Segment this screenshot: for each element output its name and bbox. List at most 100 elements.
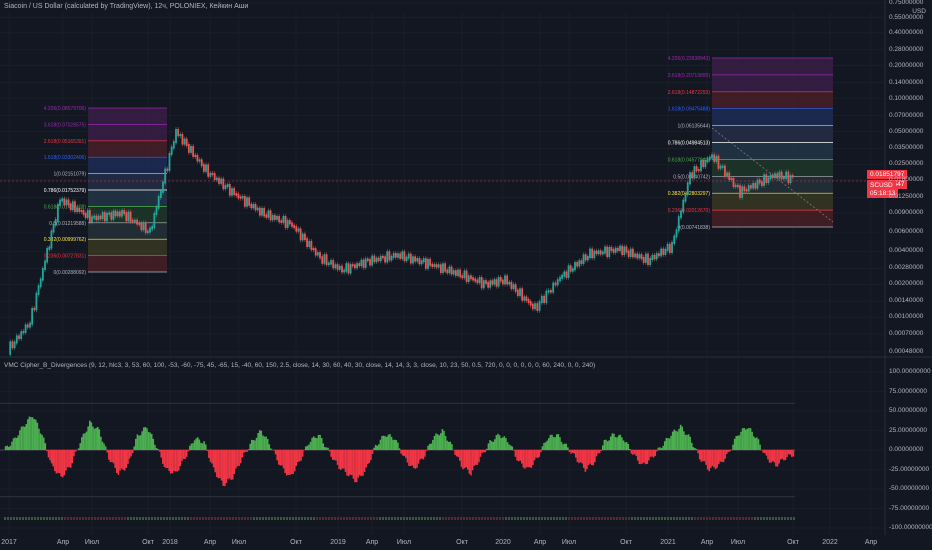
chart-header-title: Siacoin / US Dollar (calculated by Tradi… bbox=[4, 3, 249, 10]
fib-level-label: 0.618(0.04577942) bbox=[668, 157, 711, 163]
price-tick-label: 0.00100000 bbox=[889, 313, 924, 321]
signal-dot bbox=[739, 517, 741, 520]
signal-dot bbox=[604, 517, 606, 520]
candle-body bbox=[431, 263, 434, 267]
osc-bar bbox=[454, 450, 456, 455]
signal-dot bbox=[280, 517, 282, 520]
osc-bar bbox=[543, 442, 545, 450]
osc-bar bbox=[344, 450, 347, 472]
candle-body bbox=[616, 247, 619, 252]
signal-dot bbox=[712, 517, 714, 520]
signal-dot bbox=[505, 517, 507, 520]
candle-body bbox=[54, 219, 57, 226]
osc-bar bbox=[255, 437, 258, 450]
osc-bar bbox=[230, 450, 232, 480]
osc-bar bbox=[158, 450, 161, 452]
osc-bar bbox=[168, 450, 170, 472]
osc-bar bbox=[490, 441, 493, 450]
signal-dot bbox=[346, 517, 348, 520]
signal-dot bbox=[484, 517, 486, 520]
candle-body bbox=[358, 263, 361, 267]
candle-body bbox=[384, 256, 386, 263]
signal-dot bbox=[592, 517, 594, 520]
osc-bar bbox=[209, 450, 212, 462]
osc-bar bbox=[497, 433, 499, 450]
osc-bar bbox=[119, 450, 121, 471]
candle-body bbox=[439, 264, 442, 273]
signal-dot bbox=[334, 517, 336, 520]
signal-dot bbox=[304, 517, 306, 520]
candle-body bbox=[354, 264, 356, 269]
candle-body bbox=[364, 258, 367, 268]
osc-bar bbox=[304, 446, 307, 450]
osc-bar bbox=[100, 436, 102, 450]
osc-bar bbox=[373, 447, 375, 450]
candle-body bbox=[194, 154, 197, 157]
osc-bar bbox=[123, 450, 126, 471]
signal-dot bbox=[577, 517, 579, 520]
osc-bar bbox=[408, 450, 410, 466]
candle-body bbox=[319, 252, 321, 259]
signal-dot bbox=[670, 517, 672, 520]
osc-bar bbox=[195, 438, 197, 450]
candle-body bbox=[429, 258, 432, 266]
osc-bar bbox=[214, 450, 217, 473]
signal-dot bbox=[151, 517, 153, 520]
signal-dot bbox=[22, 517, 24, 520]
signal-dot bbox=[247, 517, 249, 520]
osc-bar bbox=[201, 443, 204, 450]
signal-dot bbox=[130, 517, 132, 520]
signal-dot bbox=[253, 517, 255, 520]
candle-body bbox=[747, 185, 750, 192]
signal-dot bbox=[214, 517, 216, 520]
osc-bar bbox=[466, 450, 469, 470]
signal-dot bbox=[610, 517, 612, 520]
signal-dot bbox=[205, 517, 207, 520]
osc-bar bbox=[312, 436, 315, 450]
osc-bar bbox=[548, 438, 550, 450]
candle-body bbox=[159, 190, 162, 199]
candle-body bbox=[248, 197, 251, 206]
signal-dot bbox=[310, 517, 312, 520]
candle-body bbox=[13, 341, 16, 349]
candle-body bbox=[422, 258, 425, 263]
osc-bar bbox=[171, 450, 174, 474]
osc-bar bbox=[603, 439, 606, 450]
osc-bar bbox=[503, 436, 506, 450]
candle-body bbox=[246, 197, 248, 207]
osc-bar bbox=[301, 450, 304, 457]
time-tick-label: Апр bbox=[365, 539, 379, 546]
signal-dot bbox=[520, 517, 522, 520]
fib-level-label: 0.5(0.01219588) bbox=[49, 221, 86, 227]
fib-band bbox=[88, 157, 167, 174]
candle-body bbox=[574, 262, 576, 271]
candle-body bbox=[689, 172, 691, 185]
signal-dot bbox=[343, 517, 345, 520]
candle-body bbox=[407, 253, 410, 259]
signal-dot bbox=[13, 517, 15, 520]
osc-bar bbox=[246, 450, 248, 452]
signal-dot bbox=[655, 517, 657, 520]
candle-body bbox=[655, 253, 658, 260]
osc-bar bbox=[737, 435, 739, 450]
osc-bar bbox=[324, 447, 326, 450]
candle-body bbox=[390, 255, 393, 261]
osc-bar bbox=[223, 450, 226, 487]
osc-bar bbox=[640, 450, 642, 465]
osc-bar bbox=[154, 444, 156, 450]
signal-dot bbox=[262, 517, 264, 520]
osc-bar bbox=[555, 434, 558, 450]
osc-bar bbox=[384, 436, 387, 450]
signal-dot bbox=[70, 517, 72, 520]
osc-bar bbox=[689, 436, 691, 450]
osc-bar bbox=[160, 450, 163, 458]
osc-bar bbox=[535, 450, 537, 458]
osc-bar bbox=[425, 450, 428, 451]
signal-dot bbox=[595, 517, 597, 520]
candle-body bbox=[606, 246, 609, 258]
osc-bar bbox=[254, 440, 256, 450]
candle-body bbox=[9, 341, 12, 355]
candle-body bbox=[497, 277, 500, 287]
candle-body bbox=[480, 277, 483, 289]
